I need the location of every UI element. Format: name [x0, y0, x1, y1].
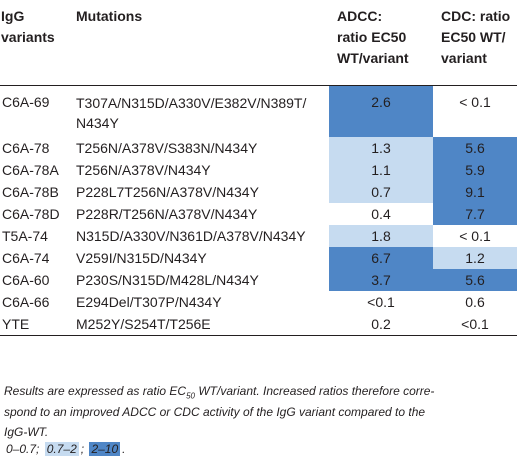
cell-adcc: 0.4 [329, 203, 433, 225]
cell-cdc: 5.9 [433, 159, 517, 181]
cell-cdc: 5.6 [433, 269, 517, 291]
table-row: T5A-74 N315D/A330V/N361D/A378V/N434Y 1.8 < … [0, 225, 517, 247]
table-row: C6A-78A T256N/A378V/N434Y 1.1 5.9 [0, 159, 517, 181]
cell-cdc: 5.6 [433, 137, 517, 159]
cell-mutations: M252Y/S254T/T256E [70, 313, 329, 336]
cell-cdc: < 0.1 [433, 225, 517, 247]
cell-variant: T5A-74 [2, 228, 48, 244]
cell-cdc: < 0.1 [433, 85, 517, 137]
header-mutations: Mutations [70, 0, 329, 86]
table-row: C6A-78B P228L7T256N/A378V/N434Y 0.7 9.1 [0, 181, 517, 203]
cell-variant: C6A-74 [2, 250, 50, 266]
cell-variant: C6A-78A [2, 162, 59, 178]
cell-mutations: T307A/N315D/A330V/E382V/N389T/N434Y [76, 94, 307, 131]
header-adcc: ADCC: ratio EC50 WT/variant [329, 0, 433, 86]
cell-cdc: 1.2 [433, 247, 517, 269]
cell-variant: YTE [0, 313, 70, 336]
header-cdc: CDC: ratio EC50 WT/variant [433, 0, 517, 86]
caption-line-2: spond to an improved ADCC or CDC activit… [4, 405, 426, 419]
caption-line-3: IgG-WT. [4, 425, 49, 439]
table-row: C6A-74 V259I/N315D/N434Y 6.7 1.2 [0, 247, 517, 269]
cell-cdc: <0.1 [433, 313, 517, 336]
cell-mutations: P228R/T256N/A378V/N434Y [76, 206, 258, 222]
header-variants: IgG variants [0, 0, 70, 86]
caption-line-1: Results are expressed as ratio EC50 WT/v… [4, 384, 435, 401]
color-legend: 0–0.7; 0.7–2; 2–10. [6, 442, 126, 456]
cell-mutations: P230S/N315D/M428L/N434Y [76, 272, 259, 288]
table-row: C6A-78 T256N/A378V/S383N/N434Y 1.3 5.6 [0, 137, 517, 159]
cell-adcc: <0.1 [329, 291, 433, 313]
cell-mutations: T256N/A378V/N434Y [76, 162, 211, 178]
cell-mutations: T256N/A378V/S383N/N434Y [76, 140, 258, 156]
cell-adcc: 3.7 [329, 269, 433, 291]
table-row: C6A-69 T307A/N315D/A330V/E382V/N389T/N434… [0, 85, 517, 137]
cell-adcc: 1.8 [329, 225, 433, 247]
cell-adcc: 1.3 [329, 137, 433, 159]
cell-variant: C6A-78 [2, 140, 50, 156]
cell-variant: C6A-69 [2, 93, 50, 110]
cell-mutations: V259I/N315D/N434Y [76, 250, 207, 266]
table-header-row: IgG variants Mutations ADCC: ratio EC50 WT/… [0, 0, 517, 86]
cell-adcc: 1.1 [329, 159, 433, 181]
cell-adcc: 2.6 [329, 85, 433, 137]
cell-variant: C6A-66 [2, 294, 50, 310]
legend-mid: 0.7–2 [44, 442, 79, 456]
cell-mutations: N315D/A330V/N361D/A378V/N434Y [76, 228, 306, 244]
legend-none: 0–0.7; [6, 442, 40, 456]
table-row: C6A-78D P228R/T256N/A378V/N434Y 0.4 7.7 [0, 203, 517, 225]
cell-mutations: P228L7T256N/A378V/N434Y [76, 184, 259, 200]
table-row: C6A-60 P230S/N315D/M428L/N434Y 3.7 5.6 [0, 269, 517, 291]
legend-high: 2–10 [89, 442, 121, 456]
cell-cdc: 9.1 [433, 181, 517, 203]
table-row: C6A-66 E294Del/T307P/N434Y <0.1 0.6 [0, 291, 517, 313]
cell-cdc: 7.7 [433, 203, 517, 225]
table-row: YTE M252Y/S254T/T256E 0.2 <0.1 [0, 313, 517, 336]
cell-variant: C6A-60 [2, 272, 50, 288]
cell-adcc: 0.2 [329, 313, 433, 336]
cell-mutations: E294Del/T307P/N434Y [76, 294, 222, 310]
cell-adcc: 0.7 [329, 181, 433, 203]
cell-adcc: 6.7 [329, 247, 433, 269]
cell-cdc: 0.6 [433, 291, 517, 313]
cell-variant: C6A-78B [2, 184, 59, 200]
results-table: IgG variants Mutations ADCC: ratio EC50 WT/… [0, 0, 517, 336]
cell-variant: C6A-78D [2, 206, 60, 222]
